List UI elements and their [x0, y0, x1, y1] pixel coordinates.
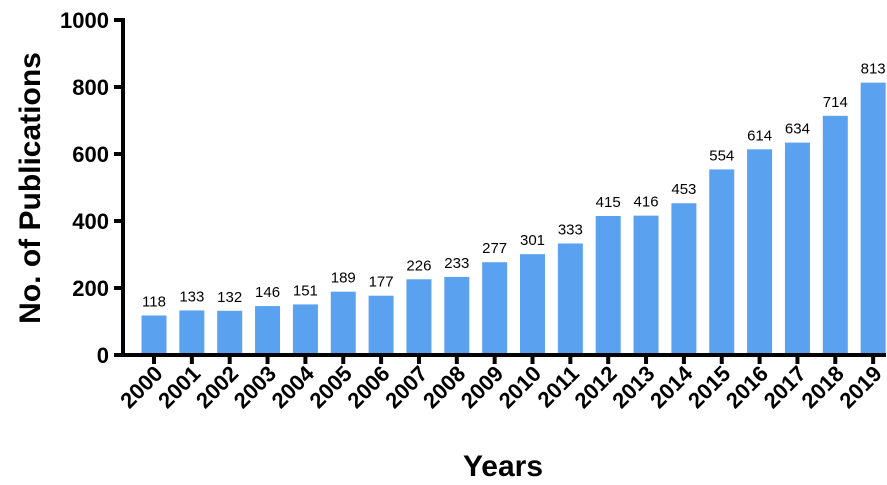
data-label: 118 — [142, 293, 166, 310]
x-tick-label: 2004 — [267, 360, 320, 413]
x-tick-label: 2017 — [759, 361, 811, 413]
data-label: 453 — [671, 181, 696, 198]
bar — [671, 203, 697, 355]
y-tick-label: 200 — [72, 276, 109, 301]
x-tick-label: 2008 — [418, 361, 470, 413]
bar — [822, 115, 848, 355]
data-label: 133 — [179, 288, 204, 305]
x-tick-label: 2018 — [797, 361, 849, 413]
bar — [179, 310, 205, 355]
bar — [217, 310, 243, 355]
bar — [444, 276, 470, 355]
value-labels: 118 133 132 146 151 189 177 226 233 277 301 333 415 4… — [142, 61, 886, 311]
data-label: 634 — [785, 121, 810, 138]
bar — [292, 304, 318, 355]
data-label: 132 — [217, 289, 242, 306]
bar — [406, 279, 432, 355]
bar — [482, 262, 508, 355]
y-tick-label: 600 — [72, 142, 109, 167]
y-tick-label: 1000 — [60, 8, 109, 33]
y-tick-label: 800 — [72, 75, 109, 100]
bar — [255, 306, 281, 355]
data-label: 151 — [293, 282, 318, 299]
data-label: 416 — [634, 194, 659, 211]
x-axis: 2000200120022003200420052006200720082009… — [115, 353, 887, 413]
x-tick-label: 2012 — [569, 361, 621, 413]
bar — [520, 254, 545, 355]
data-label: 714 — [823, 94, 848, 111]
data-label: 415 — [596, 194, 621, 211]
x-tick-label: 2007 — [380, 361, 432, 413]
x-tick-label: 2006 — [342, 361, 394, 413]
y-tick-label: 400 — [72, 209, 109, 234]
bars — [141, 82, 886, 356]
data-label: 614 — [747, 127, 772, 144]
x-tick-label: 2001 — [153, 361, 205, 413]
data-label: 277 — [482, 240, 507, 257]
data-label: 233 — [444, 255, 469, 272]
bar — [368, 295, 394, 355]
data-label: 813 — [861, 61, 886, 78]
bar — [747, 149, 773, 355]
x-tick-label: 2009 — [456, 361, 508, 413]
bar — [709, 169, 735, 355]
x-tick-label: 2000 — [115, 361, 167, 413]
x-tick-label: 2016 — [721, 361, 773, 413]
data-label: 146 — [255, 284, 280, 301]
x-tick-label: 2013 — [607, 361, 659, 413]
y-tick-label: 0 — [97, 343, 109, 368]
x-tick-label: 2019 — [834, 361, 886, 413]
x-tick-label: 2011 — [532, 361, 583, 412]
data-label: 554 — [709, 147, 734, 164]
data-label: 177 — [369, 274, 394, 291]
bar — [784, 142, 810, 355]
data-label: 226 — [406, 257, 431, 274]
x-tick-label: 2014 — [645, 360, 698, 413]
x-tick-label: 2002 — [191, 361, 243, 413]
bar — [633, 215, 659, 355]
y-axis-title: No. of Publications — [14, 52, 47, 324]
x-tick-label: 2010 — [494, 361, 546, 413]
y-axis: 0 200 400 600 800 1000 — [60, 8, 125, 368]
x-tick-label: 2015 — [683, 361, 735, 413]
x-tick-label: 2003 — [229, 361, 281, 413]
x-axis-title: Years — [463, 450, 543, 483]
x-tick-label: 2005 — [304, 361, 356, 413]
bar — [860, 82, 886, 356]
data-label: 189 — [331, 270, 356, 287]
bar — [141, 315, 167, 355]
bar — [595, 215, 621, 355]
data-label: 301 — [520, 232, 545, 249]
bar — [330, 291, 356, 355]
data-label: 333 — [558, 221, 583, 238]
bar — [557, 243, 583, 355]
